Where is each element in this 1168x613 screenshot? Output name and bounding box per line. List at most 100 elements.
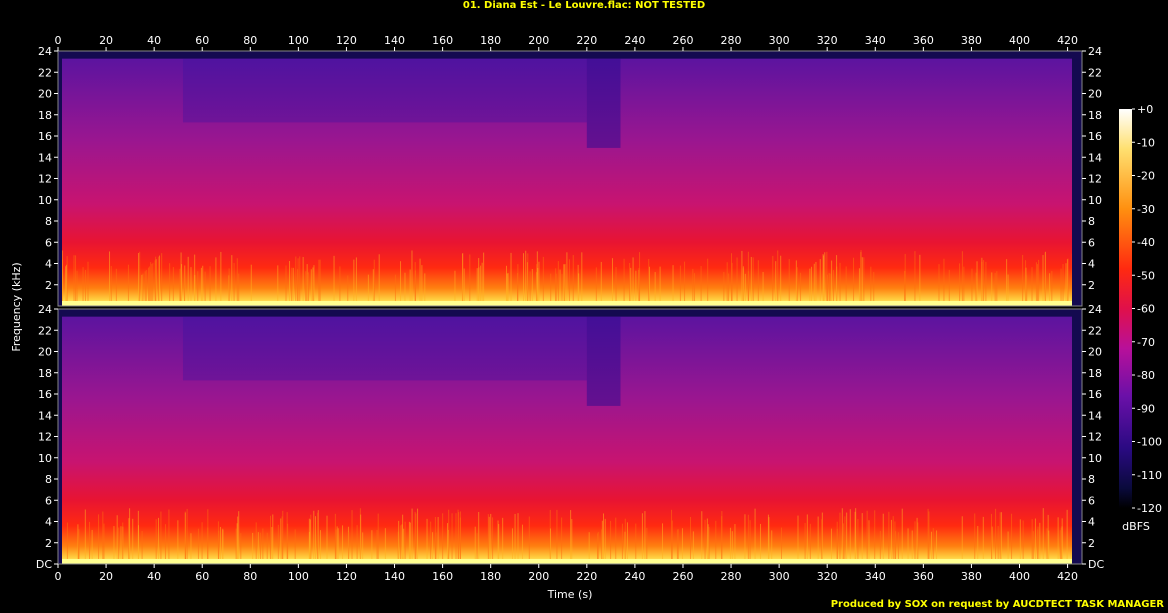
spectral-streak [1051,270,1053,306]
spectral-streak [280,518,282,564]
edge-silence [58,51,62,306]
spectral-streak [336,526,338,564]
spectral-streak [809,523,811,564]
spectral-streak [194,254,196,306]
spectral-streak [879,530,881,564]
y-tick-label: 6 [45,494,52,507]
spectral-streak [621,523,623,564]
spectral-streak [297,269,299,306]
colorbar-tick-label: -110 [1137,469,1162,482]
spectral-streak [938,264,940,306]
spectral-streak [430,521,432,564]
spectral-streak [728,273,730,306]
cutoff-band [58,309,1082,317]
spectral-streak [160,511,162,564]
spectral-streak [289,260,291,306]
spectral-streak [623,258,625,306]
low-energy-region [586,58,621,148]
spectral-streak [302,256,304,306]
spectral-streak [120,526,122,564]
spectral-streak [377,513,379,564]
spectral-streak [492,517,494,564]
spectral-streak [360,514,362,564]
spectral-streak [89,521,91,564]
x-tick-label: 120 [336,34,357,47]
y-tick-label: 12 [38,431,52,444]
spectral-streak [692,268,694,306]
spectral-streak [507,273,509,306]
spectral-streak [252,532,254,564]
y-tick-label: 6 [1088,494,1095,507]
y-tick-label: 8 [45,473,52,486]
spectral-streak [821,519,823,564]
spectral-streak [930,531,932,564]
spectral-streak [404,521,406,564]
spectral-streak [355,257,357,306]
spectral-streak [287,523,289,564]
spectral-streak [681,528,683,564]
spectral-streak [904,253,906,306]
spectral-streak [238,273,240,306]
x-tick-label: 80 [243,570,257,583]
x-tick-label: 220 [576,34,597,47]
spectral-streak [400,261,402,306]
spectral-streak [1011,513,1013,564]
spectral-streak [373,259,375,306]
spectral-streak [771,530,773,564]
spectral-streak [707,258,709,306]
spectral-streak [707,524,709,564]
spectral-streak [895,531,897,564]
y-tick-label: 4 [45,516,52,529]
spectral-streak [250,264,252,306]
spectral-streak [829,273,831,306]
spectral-streak [372,269,374,306]
spectral-streak [271,527,273,564]
spectral-streak [65,264,67,306]
spectral-streak [219,526,221,564]
spectral-streak [1038,259,1040,306]
spectral-streak [281,516,283,564]
spectral-streak [976,261,978,306]
spectral-streak [604,518,606,564]
spectral-streak [564,264,566,306]
spectral-streak [317,510,319,564]
x-tick-label: 300 [769,570,790,583]
spectral-streak [629,262,631,306]
y-tick-label: 16 [38,388,52,401]
spectral-streak [800,272,802,306]
edge-silence [1072,309,1082,564]
spectral-streak [87,261,89,306]
spectral-streak [577,264,579,306]
spectral-streak [754,508,756,564]
spectral-streak [319,530,321,564]
spectral-streak [983,260,985,306]
spectral-streak [648,259,650,306]
x-tick-label: 280 [721,570,742,583]
x-tick-label: 320 [817,570,838,583]
y-tick-label: 4 [1088,516,1095,529]
spectral-streak [142,273,144,306]
spectral-streak [266,532,268,564]
spectral-streak [857,519,859,564]
spectral-streak [277,524,279,564]
spectral-streak [809,268,811,306]
spectral-streak [963,266,965,306]
spectral-streak [1044,252,1046,306]
spectral-streak [561,274,563,306]
spectral-streak [855,508,857,564]
y-tick-label: 14 [1088,409,1102,422]
x-tick-label: 300 [769,34,790,47]
spectral-streak [890,519,892,564]
spectral-streak [813,263,815,306]
colorbar-unit-label: dBFS [1122,520,1150,533]
spectral-streak [262,528,264,564]
spectral-streak [977,525,979,564]
spectral-streak [815,261,817,306]
y-tick-label: 16 [1088,388,1102,401]
colorbar-tick-label: -70 [1137,336,1155,349]
y-tick-label: 2 [45,537,52,550]
spectral-streak [84,269,86,306]
spectral-streak [734,524,736,564]
spectral-streak [356,525,358,564]
x-tick-label: 400 [1009,34,1030,47]
